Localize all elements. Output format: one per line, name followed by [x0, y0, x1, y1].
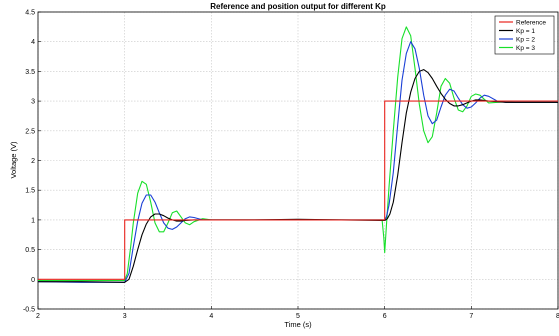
x-tick-label: 5: [296, 313, 300, 320]
x-axis-label: Time (s): [284, 320, 312, 329]
legend-label: Kp = 3: [516, 45, 535, 52]
y-tick-label: 1: [31, 217, 35, 224]
y-tick-label: 2: [31, 158, 35, 165]
series-line-kp-2: [37, 41, 558, 283]
series-line-kp-1: [38, 69, 558, 283]
y-tick-label: 3: [31, 99, 35, 106]
x-tick-label: 8: [556, 313, 559, 320]
y-tick-label: 2.5: [25, 128, 35, 135]
chart-title: Reference and position output for differ…: [210, 2, 386, 11]
y-axis-label: Voltage (V): [9, 141, 18, 179]
y-tick-label: 0: [31, 277, 35, 284]
x-tick-label: 2: [36, 313, 40, 320]
x-tick-label: 7: [469, 313, 473, 320]
legend: Reference Kp = 1Kp = 2 Kp = 3: [494, 15, 555, 55]
y-tick-label: 3.5: [25, 69, 35, 76]
axis-ticks: 2 3 4 5 6 7 8 -0.5 0 0.5 1 1.5 2 2.5 3 3.5 4 4.5: [23, 10, 559, 321]
y-tick-label: 0.5: [25, 247, 35, 254]
series-lines: [37, 26, 558, 283]
x-tick-label: 3: [123, 313, 127, 320]
y-tick-label: -0.5: [23, 307, 35, 314]
y-tick-label: 1.5: [25, 188, 35, 195]
legend-label: Kp = 1: [516, 28, 535, 35]
x-tick-label: 6: [383, 313, 387, 320]
x-tick-label: 4: [209, 313, 213, 320]
y-tick-label: 4.5: [25, 10, 35, 17]
legend-label: Kp = 2: [516, 36, 535, 43]
series-line-reference: [38, 100, 558, 280]
y-tick-label: 4: [31, 39, 35, 46]
legend-label: Reference: [516, 19, 546, 26]
